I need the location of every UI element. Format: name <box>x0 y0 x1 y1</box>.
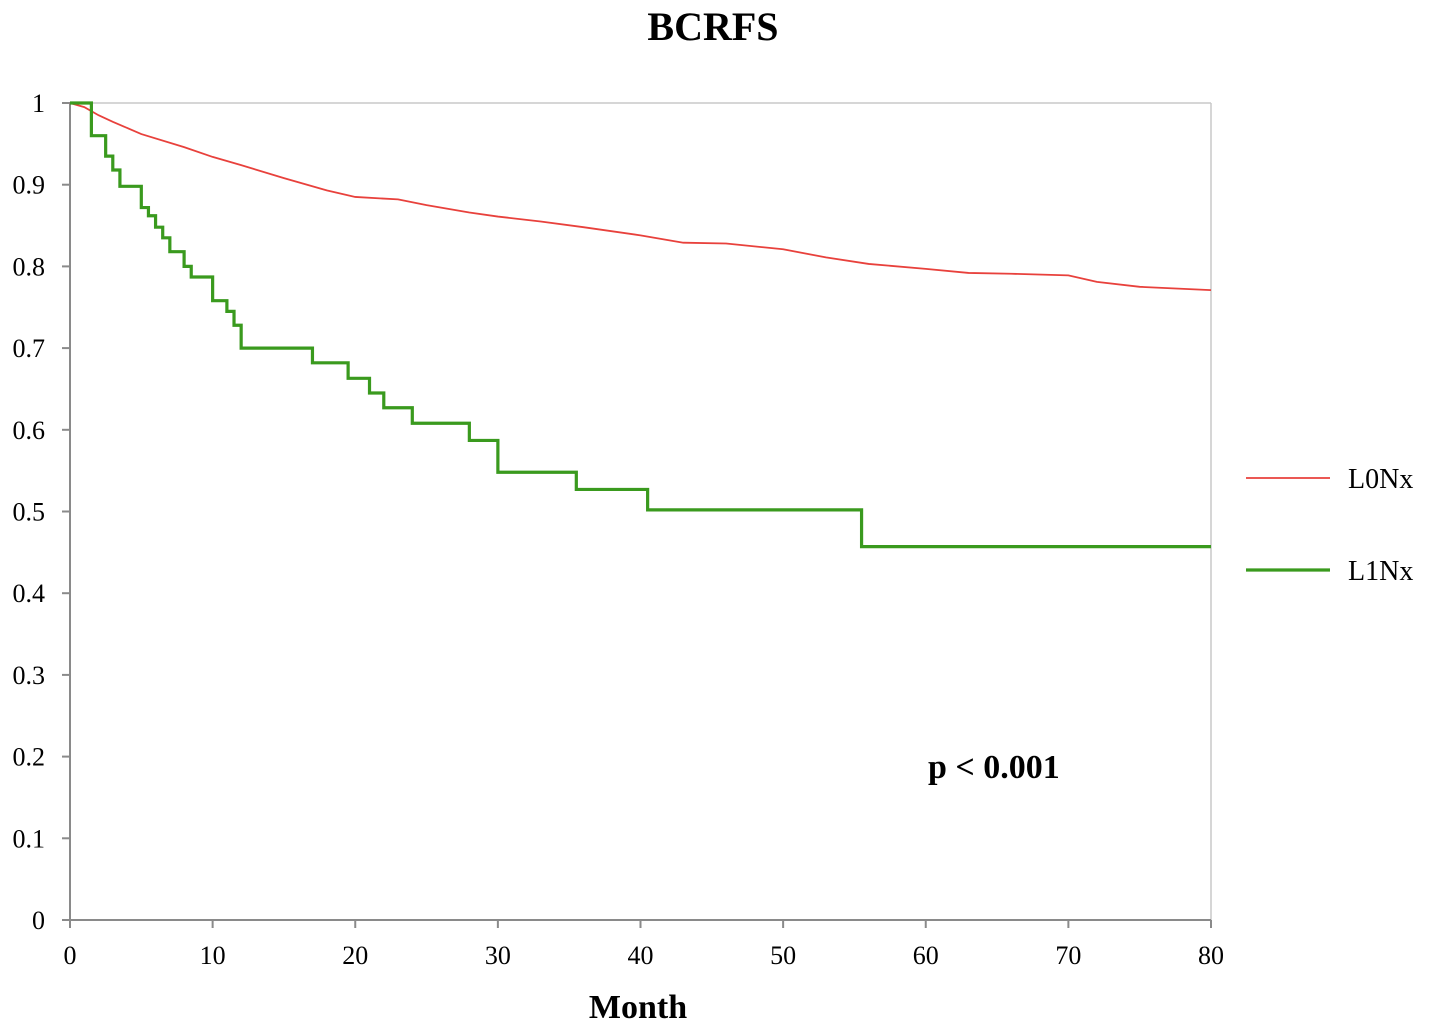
series-line-l1nx <box>70 101 1211 549</box>
legend: L0Nx L1Nx <box>1246 464 1413 587</box>
x-tick-label: 60 <box>913 941 939 970</box>
x-tick-label: 70 <box>1055 941 1081 970</box>
y-tick-label: 1 <box>32 89 45 118</box>
legend-label-l1nx: L1Nx <box>1348 556 1413 587</box>
y-tick-label: 0.2 <box>13 743 46 772</box>
y-tick-label: 0.9 <box>13 171 46 200</box>
y-tick-label: 0.3 <box>13 661 46 690</box>
x-axis-title: Month <box>589 989 687 1026</box>
series-layer <box>69 101 1212 549</box>
y-tick-label: 0.1 <box>13 824 46 853</box>
series-line-l0nx <box>69 102 1212 291</box>
x-tick-label: 80 <box>1198 941 1224 970</box>
x-tick-label: 40 <box>628 941 654 970</box>
y-axis: 0 0.1 0.2 0.3 0.4 0.5 0.6 0.7 0.8 0.9 1 <box>13 89 71 935</box>
x-tick-label: 30 <box>485 941 511 970</box>
x-tick-label: 50 <box>770 941 796 970</box>
y-tick-label: 0.8 <box>13 252 46 281</box>
x-tick-label: 20 <box>342 941 368 970</box>
x-tick-label: 0 <box>64 941 77 970</box>
legend-label-l0nx: L0Nx <box>1348 464 1413 495</box>
x-axis: 0 10 20 30 40 50 60 70 80 <box>64 919 1224 970</box>
y-tick-label: 0 <box>32 906 45 935</box>
chart-title: BCRFS <box>647 4 778 49</box>
y-tick-label: 0.7 <box>13 334 46 363</box>
y-tick-label: 0.5 <box>13 498 46 527</box>
plot-frame <box>70 102 1212 920</box>
p-value-annotation: p < 0.001 <box>928 749 1060 786</box>
x-tick-label: 10 <box>200 941 226 970</box>
y-tick-label: 0.6 <box>13 416 46 445</box>
y-tick-label: 0.4 <box>13 579 46 608</box>
